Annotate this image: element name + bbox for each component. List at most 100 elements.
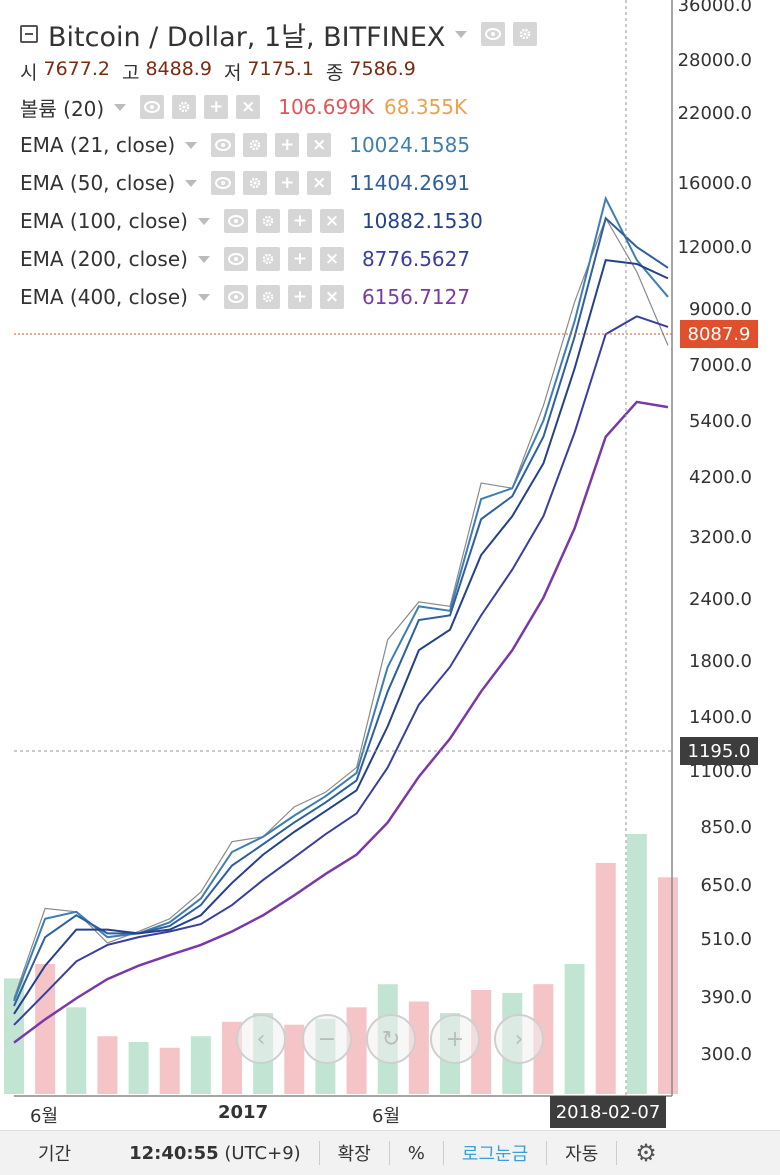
scroll-right-icon[interactable]: › xyxy=(494,1014,544,1064)
collapse-icon[interactable] xyxy=(20,25,38,43)
close-icon[interactable]: × xyxy=(236,95,261,119)
chevron-down-icon[interactable] xyxy=(197,293,210,301)
volume-bar xyxy=(66,1007,87,1094)
cursor-price-tag: 1195.0 xyxy=(680,737,758,765)
close-icon[interactable]: × xyxy=(319,247,344,271)
gear-icon[interactable] xyxy=(513,22,538,46)
plus-icon[interactable]: + xyxy=(287,247,312,271)
gear-icon[interactable] xyxy=(172,95,197,119)
log-scale-button[interactable]: 로그눈금 xyxy=(461,1144,529,1165)
ema-lines xyxy=(13,195,669,1044)
volume-bar xyxy=(595,862,616,1094)
indicator-label[interactable]: 볼륨 (20) xyxy=(20,96,105,121)
indicator-list: 볼륨 (20) + × 106.699K 68.355K EMA (21, close) +… xyxy=(20,88,545,316)
gear-icon[interactable] xyxy=(255,285,280,309)
clock[interactable]: 12:40:55 (UTC+9) xyxy=(111,1143,319,1164)
indicator-value: 10024.1585 xyxy=(349,133,471,157)
ema-line xyxy=(13,258,669,1015)
price-axis-label: 850.0 xyxy=(700,817,752,838)
plus-icon[interactable]: + xyxy=(275,133,300,157)
chevron-down-icon[interactable] xyxy=(185,179,198,187)
gear-icon[interactable] xyxy=(255,247,280,271)
chart-legend: Bitcoin / Dollar, 1날, BITFINEX 시 7677.2 고… xyxy=(20,14,545,316)
price-axis-label: 650.0 xyxy=(700,875,752,896)
bottom-toolbar: 기간 12:40:55 (UTC+9) 확장 % 로그눈금 자동 ⚙ xyxy=(0,1130,780,1175)
price-axis-label: 5400.0 xyxy=(689,411,752,432)
reset-icon[interactable]: ↻ xyxy=(366,1014,416,1064)
price-axis-label: 12000.0 xyxy=(677,237,752,258)
indicator-value: 10882.1530 xyxy=(361,209,483,233)
chevron-down-icon[interactable] xyxy=(185,141,198,149)
divider xyxy=(546,1141,548,1165)
chevron-down-icon[interactable] xyxy=(197,255,210,263)
divider xyxy=(318,1141,320,1165)
last-price-tag: 8087.9 xyxy=(680,320,758,348)
price-line xyxy=(13,216,669,999)
eye-icon[interactable] xyxy=(481,22,506,46)
plus-icon[interactable]: + xyxy=(287,209,312,233)
plus-icon[interactable]: + xyxy=(287,285,312,309)
indicator-label[interactable]: EMA (21, close) xyxy=(20,133,176,157)
volume-bar xyxy=(284,1024,305,1094)
price-axis-label: 22000.0 xyxy=(677,103,752,124)
indicator-label[interactable]: EMA (400, close) xyxy=(20,285,188,309)
volume-bar xyxy=(471,990,492,1094)
price-axis-label: 9000.0 xyxy=(689,299,752,320)
chevron-down-icon[interactable] xyxy=(455,30,468,38)
eye-icon[interactable] xyxy=(223,285,248,309)
auto-scale-button[interactable]: 자동 xyxy=(565,1144,599,1165)
eye-icon[interactable] xyxy=(211,133,236,157)
price-axis-label: 28000.0 xyxy=(677,50,752,71)
gear-icon[interactable] xyxy=(255,209,280,233)
price-axis-label: 36000.0 xyxy=(677,0,752,16)
clock-timezone: (UTC+9) xyxy=(224,1142,301,1164)
period-button[interactable]: 기간 xyxy=(38,1144,72,1165)
indicator-row: EMA (21, close) + × 10024.1585 xyxy=(20,126,545,164)
indicator-label[interactable]: EMA (50, close) xyxy=(20,171,176,195)
eye-icon[interactable] xyxy=(223,247,248,271)
chevron-down-icon[interactable] xyxy=(114,103,127,111)
expand-button[interactable]: 확장 xyxy=(337,1144,371,1165)
time-label-jun-2017: 6월 xyxy=(372,1106,401,1127)
percent-button[interactable]: % xyxy=(407,1142,425,1164)
zoom-in-icon[interactable]: + xyxy=(430,1014,480,1064)
zoom-out-icon[interactable]: − xyxy=(302,1014,352,1064)
symbol-title-row: Bitcoin / Dollar, 1날, BITFINEX xyxy=(20,14,545,54)
volume-bar xyxy=(190,1036,211,1094)
ema-line xyxy=(13,195,669,1002)
indicator-label[interactable]: EMA (100, close) xyxy=(20,209,188,233)
gear-icon[interactable] xyxy=(243,133,268,157)
eye-icon[interactable] xyxy=(211,171,236,195)
price-axis-label: 16000.0 xyxy=(677,173,752,194)
high-label: 고 xyxy=(121,62,140,84)
indicator-label[interactable]: EMA (200, close) xyxy=(20,247,188,271)
ohlc-row: 시 7677.2 고 8488.9 저 7175.1 종 7586.9 xyxy=(20,58,545,88)
scroll-left-icon[interactable]: ‹ xyxy=(236,1014,286,1064)
volume-bar xyxy=(159,1047,180,1094)
plus-icon[interactable]: + xyxy=(204,95,229,119)
volume-bar xyxy=(626,834,647,1094)
price-axis-label: 3200.0 xyxy=(689,527,752,548)
volume-bar xyxy=(408,1001,429,1094)
indicator-row: EMA (100, close) + × 10882.1530 xyxy=(20,202,545,240)
eye-icon[interactable] xyxy=(140,95,165,119)
ema-line xyxy=(13,315,669,1026)
gear-icon[interactable] xyxy=(243,171,268,195)
close-icon[interactable]: × xyxy=(307,133,332,157)
indicator-value: 6156.7127 xyxy=(361,285,471,309)
eye-icon[interactable] xyxy=(223,209,248,233)
price-axis-label: 510.0 xyxy=(700,929,752,950)
price-axis-label: 300.0 xyxy=(700,1044,752,1065)
chevron-down-icon[interactable] xyxy=(197,217,210,225)
close-icon[interactable]: × xyxy=(307,171,332,195)
low-label: 저 xyxy=(223,62,242,84)
divider xyxy=(442,1141,444,1165)
volume-bar xyxy=(658,877,678,1094)
close-icon[interactable]: × xyxy=(319,285,344,309)
close-icon[interactable]: × xyxy=(319,209,344,233)
ema-line xyxy=(13,216,669,1007)
plus-icon[interactable]: + xyxy=(275,171,300,195)
volume-bar xyxy=(564,964,585,1094)
indicator-value: 11404.2691 xyxy=(349,171,471,195)
gear-icon[interactable]: ⚙ xyxy=(635,1139,657,1167)
